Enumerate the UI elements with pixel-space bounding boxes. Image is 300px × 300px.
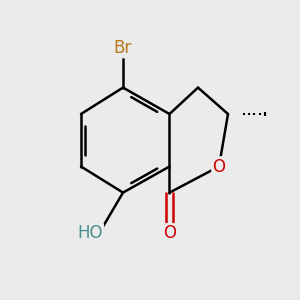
Text: HO: HO	[77, 224, 103, 242]
Text: O: O	[163, 224, 176, 242]
Text: O: O	[212, 158, 226, 175]
Text: Br: Br	[114, 39, 132, 57]
